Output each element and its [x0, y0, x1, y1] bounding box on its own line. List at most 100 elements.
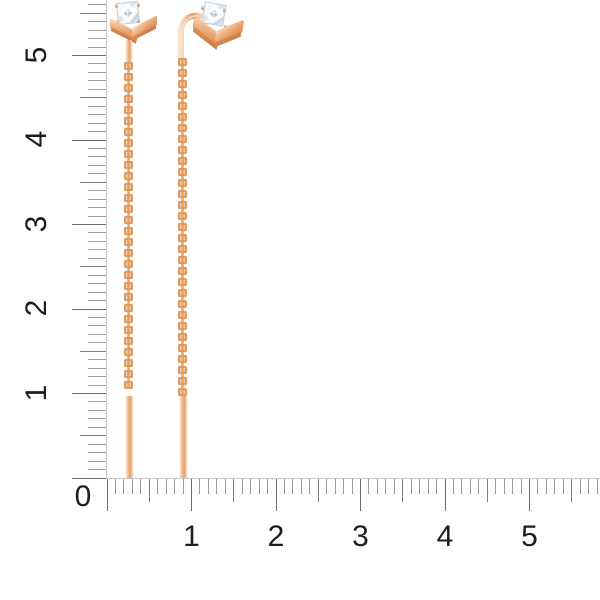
horizontal-tick	[292, 479, 294, 494]
chain-bridge	[127, 257, 130, 261]
right-earring-chain	[178, 58, 187, 398]
vertical-tick	[88, 376, 106, 378]
chain-link	[124, 216, 133, 224]
chain-link	[178, 179, 187, 187]
vertical-tick	[88, 384, 106, 386]
left-earring-drop-bar	[126, 396, 133, 478]
chain-link	[124, 194, 133, 202]
chain-bridge	[181, 264, 184, 268]
chain-link	[178, 190, 187, 198]
chain-link	[124, 238, 133, 246]
vertical-tick	[88, 300, 106, 302]
chain-bridge	[127, 378, 130, 382]
chain-bridge	[181, 99, 184, 103]
chain-bridge	[181, 132, 184, 136]
horizontal-tick	[131, 479, 133, 494]
chain-link	[124, 128, 133, 136]
horizontal-ruler-label-4: 4	[436, 520, 454, 553]
vertical-tick	[88, 173, 106, 175]
vertical-tick	[80, 266, 106, 268]
vertical-tick	[88, 342, 106, 344]
chain-bridge	[127, 290, 130, 294]
chain-bridge	[127, 169, 130, 173]
vertical-tick	[88, 443, 106, 445]
horizontal-tick	[224, 479, 226, 494]
left-earring-chevron	[110, 15, 157, 46]
horizontal-tick	[393, 479, 395, 494]
horizontal-tick	[140, 479, 142, 494]
horizontal-tick	[461, 479, 463, 494]
chain-link	[124, 348, 133, 356]
vertical-ruler-label-5: 5	[20, 46, 53, 63]
horizontal-tick	[351, 479, 353, 494]
vertical-tick	[88, 409, 106, 411]
gem-prong	[137, 3, 140, 7]
chain-bridge	[181, 198, 184, 202]
chain-bridge	[181, 143, 184, 147]
horizontal-tick	[545, 479, 547, 494]
vertical-tick	[88, 257, 106, 259]
vertical-tick	[88, 460, 106, 462]
chain-link	[178, 212, 187, 220]
chain-bridge	[127, 202, 130, 206]
chain-bridge	[127, 81, 130, 85]
horizontal-tick	[503, 479, 505, 494]
chain-link	[178, 256, 187, 264]
chain-link	[178, 377, 187, 385]
chain-link	[178, 157, 187, 165]
chain-link	[178, 146, 187, 154]
chain-bridge	[127, 191, 130, 195]
chain-link	[124, 172, 133, 180]
vertical-ruler-label-1: 1	[20, 384, 53, 401]
horizontal-tick	[182, 479, 184, 494]
hook-svg	[177, 12, 203, 63]
vertical-tick	[80, 350, 106, 352]
vertical-tick	[88, 147, 106, 149]
chain-link	[178, 322, 187, 330]
horizontal-tick	[326, 479, 328, 494]
vertical-axis-line	[106, 0, 107, 479]
chain-bridge	[127, 70, 130, 74]
chain-bridge	[127, 279, 130, 283]
chain-link	[124, 84, 133, 92]
chain-bridge	[181, 154, 184, 158]
vertical-tick	[88, 164, 106, 166]
horizontal-tick	[537, 479, 539, 494]
vertical-tick	[88, 4, 106, 6]
chain-link	[124, 260, 133, 268]
chain-link	[178, 102, 187, 110]
vertical-tick	[80, 97, 106, 99]
chain-bridge	[181, 319, 184, 323]
chain-bridge	[127, 246, 130, 250]
vertical-tick	[88, 63, 106, 65]
chain-bridge	[181, 77, 184, 81]
chain-link	[124, 249, 133, 257]
chain-bridge	[127, 323, 130, 327]
chain-link	[124, 205, 133, 213]
chain-link	[178, 113, 187, 121]
chain-bridge	[181, 220, 184, 224]
chain-link	[178, 344, 187, 352]
chain-bridge	[127, 268, 130, 272]
vertical-tick	[88, 46, 106, 48]
chain-bridge	[127, 103, 130, 107]
horizontal-tick	[250, 479, 252, 494]
vertical-tick	[88, 426, 106, 428]
vertical-tick	[88, 367, 106, 369]
chain-link	[124, 106, 133, 114]
chain-bridge	[127, 334, 130, 338]
gem-prong	[137, 19, 140, 23]
chain-link	[178, 135, 187, 143]
chain-bridge	[127, 235, 130, 239]
chain-link	[178, 289, 187, 297]
vertical-tick	[88, 333, 106, 335]
chain-link	[178, 124, 187, 132]
vertical-tick	[88, 122, 106, 124]
chain-bridge	[181, 242, 184, 246]
chain-bridge	[127, 367, 130, 371]
chain-bridge	[181, 330, 184, 334]
chain-bridge	[181, 231, 184, 235]
vertical-tick	[88, 274, 106, 276]
chain-bridge	[181, 341, 184, 345]
